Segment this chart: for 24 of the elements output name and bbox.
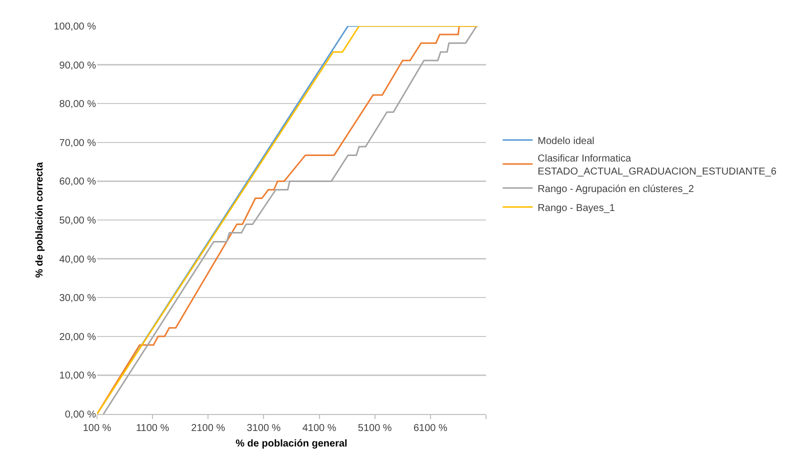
y-tick-label: 90,00 % (59, 60, 96, 72)
x-tick-label: 1100 % (136, 423, 170, 434)
x-tick-label: 5100 % (358, 423, 392, 434)
legend-label: Rango - Bayes_1 (538, 202, 616, 214)
legend-label: Rango - Agrupación en clústeres_2 (538, 184, 694, 195)
y-tick-label: 60,00 % (59, 176, 96, 188)
y-tick-label: 40,00 % (59, 254, 96, 266)
y-tick-label: 50,00 % (59, 216, 96, 226)
legend-label: Clasificar Informatica ESTADO_ACTUAL_GRADUACION_ESTUDIANTE_6 (538, 153, 777, 178)
y-tick-label: 100,00 % (54, 22, 96, 32)
x-tick-label: 2100 % (191, 423, 226, 434)
x-tick-label: 6100 % (413, 423, 448, 434)
y-axis-title: % de población correcta (34, 162, 46, 278)
x-tick-label: 4100 % (302, 423, 336, 434)
x-tick-label: 100 % (82, 423, 112, 434)
x-axis-title: % de población general (236, 438, 348, 450)
y-tick-label: 70,00 % (59, 138, 96, 149)
y-tick-label: 80,00 % (59, 99, 96, 110)
legend-label: Modelo ideal (538, 136, 594, 147)
x-tick-label: 3100 % (246, 423, 281, 434)
y-tick-label: 30,00 % (59, 293, 96, 304)
y-tick-label: 0,00 % (64, 410, 96, 420)
y-tick-label: 20,00 % (59, 332, 96, 343)
y-tick-label: 10,00 % (59, 370, 96, 382)
